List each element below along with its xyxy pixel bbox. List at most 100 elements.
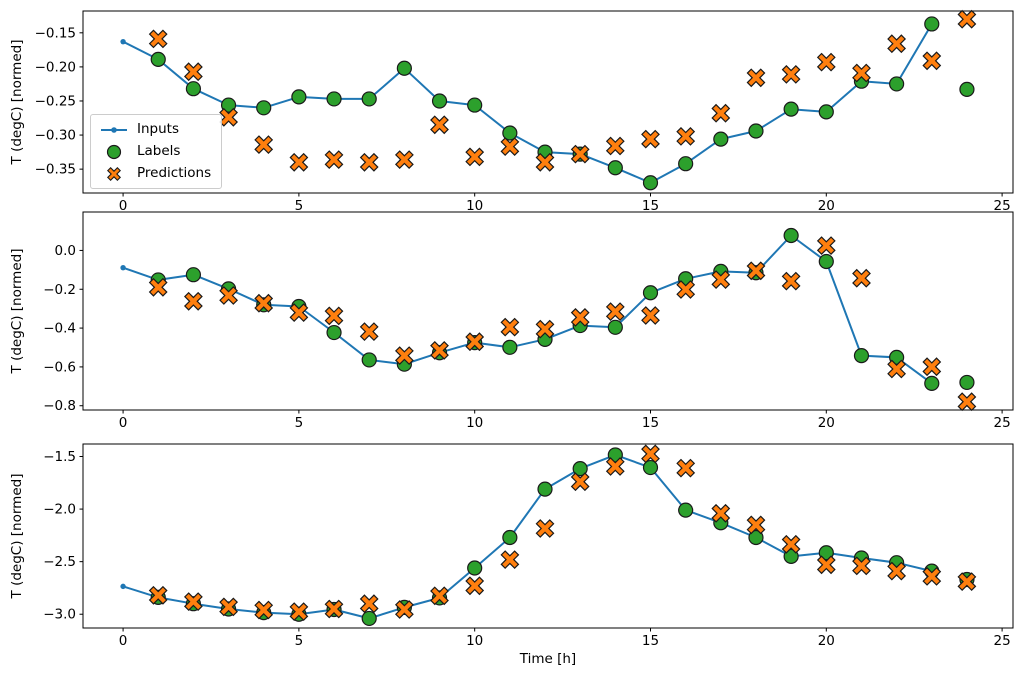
prediction-marker (746, 261, 766, 281)
prediction-marker (922, 566, 942, 586)
legend-label-labels: Labels (137, 143, 181, 159)
prediction-marker (359, 594, 379, 614)
label-marker (326, 91, 342, 107)
prediction-marker (535, 152, 555, 172)
x-tick-label: 5 (295, 198, 304, 214)
prediction-marker (148, 277, 168, 297)
prediction-marker (324, 306, 344, 326)
prediction-marker (816, 236, 836, 256)
label-marker (467, 560, 483, 576)
label-marker (818, 545, 834, 561)
legend-entry-inputs: Inputs (99, 120, 211, 139)
labels-circle-icon (99, 144, 129, 160)
label-marker (783, 227, 799, 244)
prediction-marker (922, 357, 942, 377)
axes-frame (82, 211, 1014, 411)
prediction-marker (183, 592, 203, 612)
y-tick-label: −0.4 (43, 321, 76, 337)
inputs-line (122, 23, 933, 184)
y-tick-label: −2.0 (43, 502, 76, 518)
label-marker (889, 76, 905, 92)
prediction-marker (219, 107, 239, 127)
label-marker (783, 548, 799, 564)
axes-frame (82, 10, 1014, 194)
prediction-marker (746, 515, 766, 535)
prediction-marker (852, 63, 871, 83)
inputs-line (122, 453, 933, 620)
prediction-marker (781, 534, 801, 554)
prediction-marker (781, 271, 801, 291)
prediction-marker (570, 307, 590, 327)
prediction-marker (887, 359, 907, 379)
prediction-marker (219, 597, 239, 617)
label-marker (783, 101, 799, 117)
y-axis-label: T (degC) [normed] (9, 40, 25, 166)
prediction-marker (570, 472, 590, 492)
label-marker (642, 459, 659, 476)
prediction-marker (254, 600, 274, 620)
prediction-marker (641, 306, 660, 325)
input-point-marker (120, 38, 126, 45)
label-marker (326, 324, 342, 341)
y-axis-label: T (degC) [normed] (9, 474, 25, 600)
prediction-marker (394, 150, 414, 170)
prediction-marker (254, 293, 274, 313)
label-marker (185, 81, 202, 97)
label-marker (502, 125, 518, 141)
prediction-marker (605, 302, 625, 322)
y-tick-label: −0.15 (35, 25, 76, 41)
x-tick-label: 20 (818, 633, 835, 649)
subplot-1: 0 5 10 15 20 25 −0.15 −0.20 −0.25 −0.30 −0.35 T (de… (9, 9, 1014, 214)
prediction-marker (641, 444, 660, 464)
y-tick-label: −1.5 (43, 449, 76, 465)
prediction-marker (711, 270, 731, 290)
y-tick-label: −0.25 (35, 93, 76, 109)
x-tick-label: 20 (818, 415, 835, 431)
x-tick-label: 20 (818, 198, 835, 214)
label-marker (678, 502, 694, 518)
prediction-marker (430, 586, 449, 606)
prediction-marker (359, 322, 379, 342)
label-marker (642, 175, 659, 191)
y-tick-label: −0.8 (43, 398, 76, 414)
label-marker (853, 348, 870, 364)
prediction-marker (465, 576, 485, 596)
prediction-marker (289, 152, 309, 172)
x-tick-label: 25 (994, 198, 1011, 214)
x-axis-label: Time [h] (519, 651, 576, 667)
x-tick-label: 5 (295, 415, 304, 431)
label-marker (396, 60, 412, 76)
label-marker (748, 123, 764, 139)
label-marker (607, 319, 623, 335)
prediction-marker (289, 602, 309, 622)
y-tick-label: −3.0 (43, 607, 76, 623)
prediction-marker (852, 556, 871, 576)
label-marker (924, 16, 940, 32)
prediction-marker (676, 280, 696, 299)
prediction-marker (957, 9, 977, 29)
label-marker (361, 352, 377, 368)
label-marker (959, 81, 975, 97)
label-marker (467, 97, 483, 113)
prediction-marker (570, 144, 590, 164)
input-point-marker (120, 583, 126, 590)
prediction-marker (324, 150, 344, 170)
x-tick-label: 5 (295, 633, 304, 649)
prediction-marker (641, 129, 660, 149)
prediction-marker (816, 52, 836, 72)
label-marker (291, 89, 307, 105)
input-point-marker (120, 265, 126, 271)
prediction-marker (465, 147, 485, 167)
y-tick-label: −0.35 (35, 162, 76, 178)
prediction-marker (394, 346, 414, 366)
label-marker (607, 160, 623, 176)
x-tick-label: 25 (994, 633, 1011, 649)
legend-label-predictions: Predictions (137, 165, 212, 181)
y-tick-label: −0.2 (43, 282, 76, 298)
prediction-marker (430, 115, 449, 135)
x-tick-label: 0 (119, 415, 128, 431)
prediction-marker (746, 68, 766, 88)
prediction-marker (430, 340, 449, 360)
prediction-marker (676, 126, 696, 146)
